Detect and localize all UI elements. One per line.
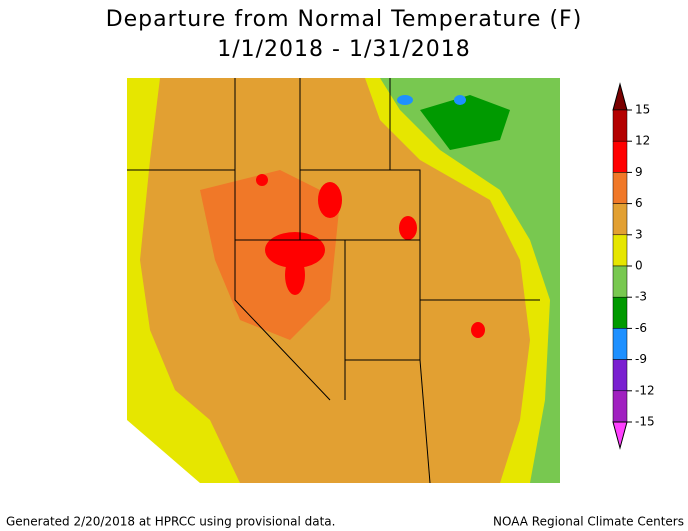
ocean [127,420,200,483]
map-subtitle: 1/1/2018 - 1/31/2018 [217,37,471,62]
legend-band [612,359,628,392]
legend-tick-label: 6 [635,196,643,210]
legend-band [612,109,628,142]
legend-band [612,296,628,329]
legend-tick-label: 9 [635,165,643,179]
red-cell [256,174,268,186]
red-cell [399,216,417,240]
legend-band [612,140,628,173]
red-cell [318,182,342,218]
legend-band [612,172,628,204]
legend-band [612,328,628,360]
state-borders [127,78,540,484]
east-green-region [380,78,560,483]
legend-tick-label: 15 [635,103,650,117]
legend: 15 12 9 6 3 0 -3 -6 -9 -12 -15 [612,82,655,450]
blue-cell [397,95,413,105]
legend-arrow [612,82,628,111]
footer-right: NOAA Regional Climate Centers [493,515,684,529]
legend-tick-label: 3 [635,227,643,241]
footer-left: Generated 2/20/2018 at HPRCC using provi… [6,515,335,529]
red-cell [265,232,325,268]
legend-tick-label: -15 [635,415,655,429]
legend-arrow [612,421,628,450]
legend-band [612,390,628,423]
west-coast-region [127,78,240,483]
red-cell [285,255,305,295]
legend-band [612,265,628,298]
blue-cell [454,95,466,105]
legend-band [612,203,628,236]
red-cell [471,322,485,338]
legend-tick-label: -3 [635,290,647,304]
green-cell [420,95,510,150]
legend-tick-label: 0 [635,259,643,273]
legend-tick-label: 12 [635,134,650,148]
legend-tick-label: -6 [635,321,647,335]
legend-tick-label: -12 [635,383,655,397]
legend-band [612,234,628,267]
legend-tick-label: -9 [635,352,647,366]
map [127,78,560,484]
map-title: Departure from Normal Temperature (F) [106,7,583,32]
